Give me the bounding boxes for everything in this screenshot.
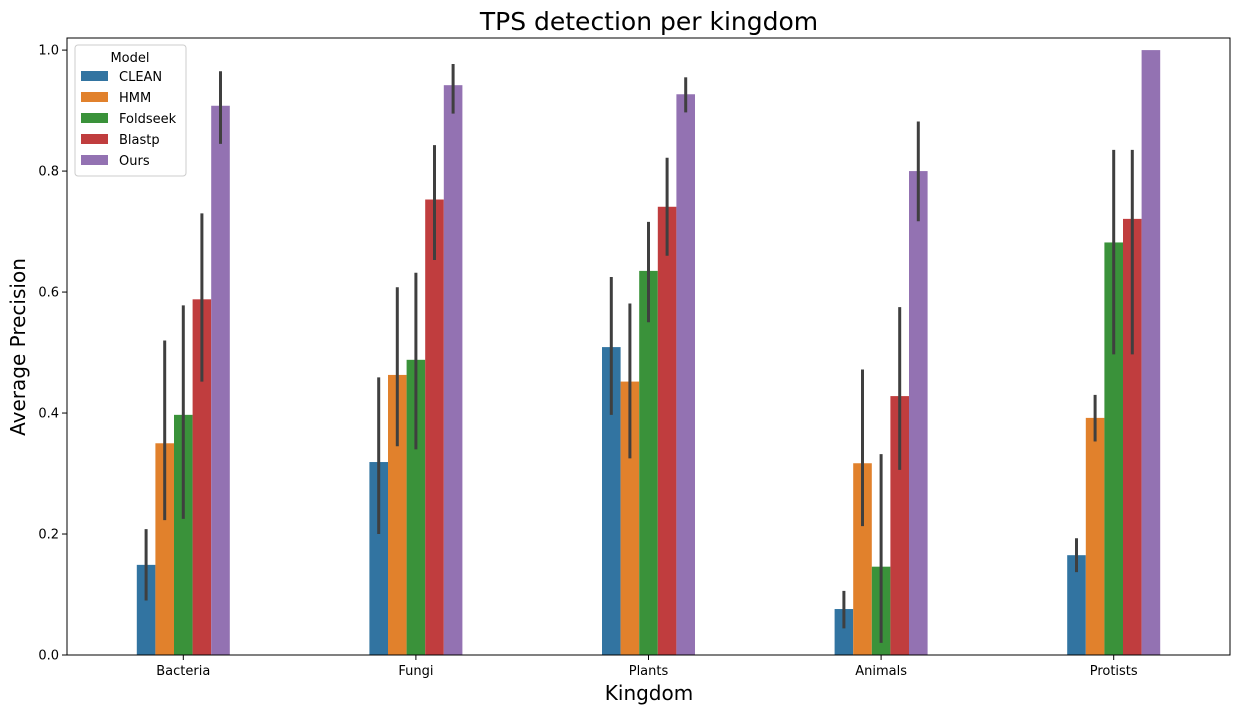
bar-foldseek-protists: [1104, 242, 1123, 655]
bar-ours-bacteria: [211, 105, 230, 655]
chart-title: TPS detection per kingdom: [479, 7, 818, 36]
legend-label-ours: Ours: [119, 154, 150, 169]
legend: Model CLEAN HMM Foldseek Blastp Ours: [74, 44, 187, 177]
bar-hmm-plants: [620, 381, 640, 655]
x-tick-label: Fungi: [398, 664, 433, 679]
bar-foldseek-fungi: [406, 359, 426, 655]
legend-swatch-blastp: [81, 134, 108, 144]
bar-clean-fungi: [369, 462, 388, 655]
x-tick-label: Bacteria: [156, 664, 210, 679]
y-tick-label: 0.2: [38, 528, 59, 543]
legend-label-blastp: Blastp: [119, 133, 160, 148]
bars-layer: [136, 50, 1161, 656]
bar-ours-animals: [909, 171, 928, 655]
y-tick-label: 1.0: [38, 44, 59, 59]
bar-hmm-bacteria: [155, 443, 174, 655]
bar-hmm-protists: [1085, 417, 1105, 655]
bar-hmm-fungi: [388, 374, 407, 655]
legend-label-clean: CLEAN: [119, 70, 162, 85]
bar-clean-animals: [834, 609, 854, 655]
bar-hmm-animals: [853, 463, 872, 655]
x-tick-label: Protists: [1090, 664, 1138, 679]
legend-label-foldseek: Foldseek: [119, 112, 177, 127]
bar-blastp-protists: [1123, 218, 1142, 655]
error-bars-layer: [144, 64, 1134, 643]
legend-swatch-clean: [81, 71, 108, 81]
bar-foldseek-bacteria: [174, 414, 193, 655]
legend-items: CLEAN HMM Foldseek Blastp Ours: [81, 70, 177, 169]
x-axis-label: Kingdom: [605, 681, 693, 705]
y-axis: 0.0 0.2 0.4 0.6 0.8 1.0: [38, 44, 67, 664]
y-tick-label: 0.8: [38, 165, 59, 180]
bar-blastp-plants: [657, 206, 677, 655]
y-tick-label: 0.4: [38, 407, 59, 422]
x-axis: Bacteria Fungi Plants Animals Protists: [156, 655, 1138, 679]
bar-blastp-bacteria: [192, 299, 212, 655]
bar-clean-plants: [602, 347, 621, 655]
bar-ours-fungi: [443, 85, 463, 656]
bar-clean-bacteria: [136, 564, 156, 655]
legend-title: Model: [110, 51, 149, 66]
y-axis-label: Average Precision: [6, 258, 30, 436]
bar-ours-plants: [676, 94, 695, 655]
bar-ours-protists: [1141, 50, 1161, 656]
bar-blastp-animals: [890, 396, 909, 655]
legend-swatch-hmm: [81, 92, 108, 102]
x-tick-label: Plants: [629, 664, 669, 679]
legend-swatch-ours: [81, 155, 108, 165]
legend-swatch-foldseek: [81, 113, 108, 123]
y-tick-label: 0.0: [38, 649, 59, 664]
legend-label-hmm: HMM: [119, 91, 151, 106]
bar-blastp-fungi: [425, 199, 444, 655]
x-tick-label: Animals: [855, 664, 907, 679]
bar-foldseek-plants: [639, 270, 658, 655]
y-tick-label: 0.6: [38, 286, 59, 301]
bar-clean-protists: [1067, 555, 1086, 655]
